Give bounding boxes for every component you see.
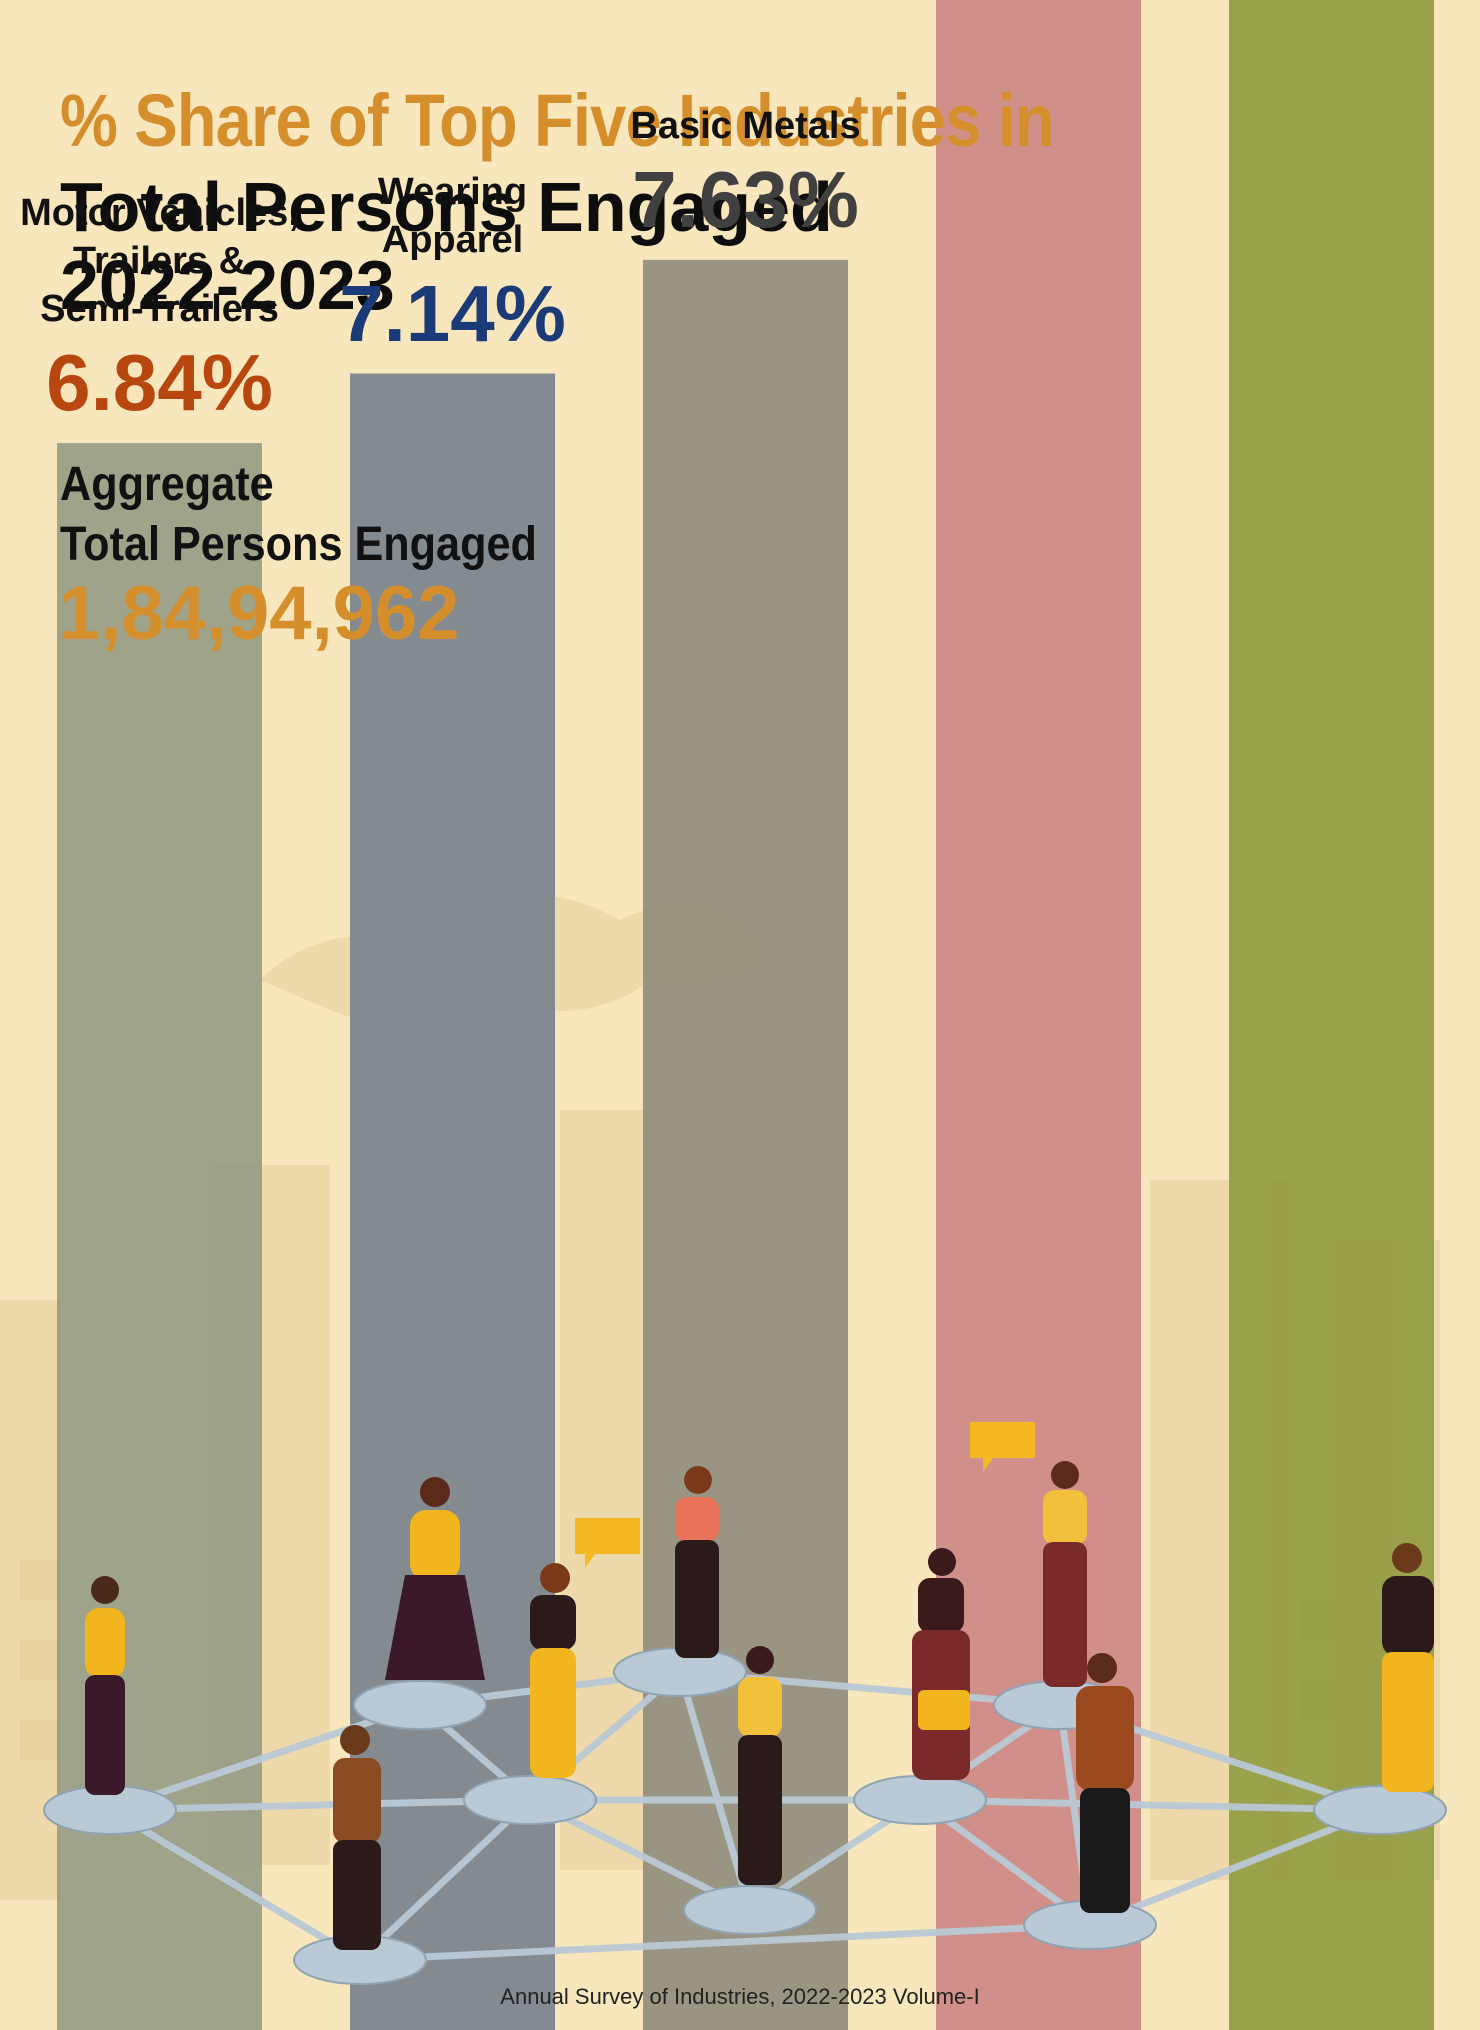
bar-category-label-line: Apparel [381,218,524,261]
bar-category-label-line: Semi-Trailers [40,288,279,331]
bar-category-label-line: Wearing [377,170,528,213]
bar-category-label-1: Motor Vehicles, Trailers & Semi-Trailers [20,189,299,333]
bar-category-label-2: Wearing Apparel [378,168,527,264]
title-line-1: % Share of Top Five Industries in [60,79,1055,162]
aggregate-label: Aggregate Total Persons Engaged [60,455,537,575]
bar-category-label-line: Motor Vehicles, [20,192,299,235]
bar-category-label-line: Basic Metals [630,104,861,147]
bar-category-label-3: Basic Metals [630,102,860,150]
bar-2 [350,373,555,2030]
bar-value-label-1: 6.84% [46,338,273,428]
title-main: Total Persons Engaged [60,168,833,246]
bar-value-label-2: 7.14% [339,268,566,358]
people-network-decoration [43,1422,1447,1985]
aggregate-label-line-2: Total Persons Engaged [60,518,537,571]
title-year: 2022-2023 [60,246,395,324]
bar-category-label-line: Trailers & [72,240,247,283]
aggregate-label-line-1: Aggregate [60,458,274,511]
bar-value-label-3: 7.63% [632,154,859,244]
aggregate-value: 1,84,94,962 [58,571,460,656]
source-note: Annual Survey of Industries, 2022-2023 V… [500,1984,980,2009]
title-line-2: Total Persons Engaged 2022-2023 [60,168,833,324]
